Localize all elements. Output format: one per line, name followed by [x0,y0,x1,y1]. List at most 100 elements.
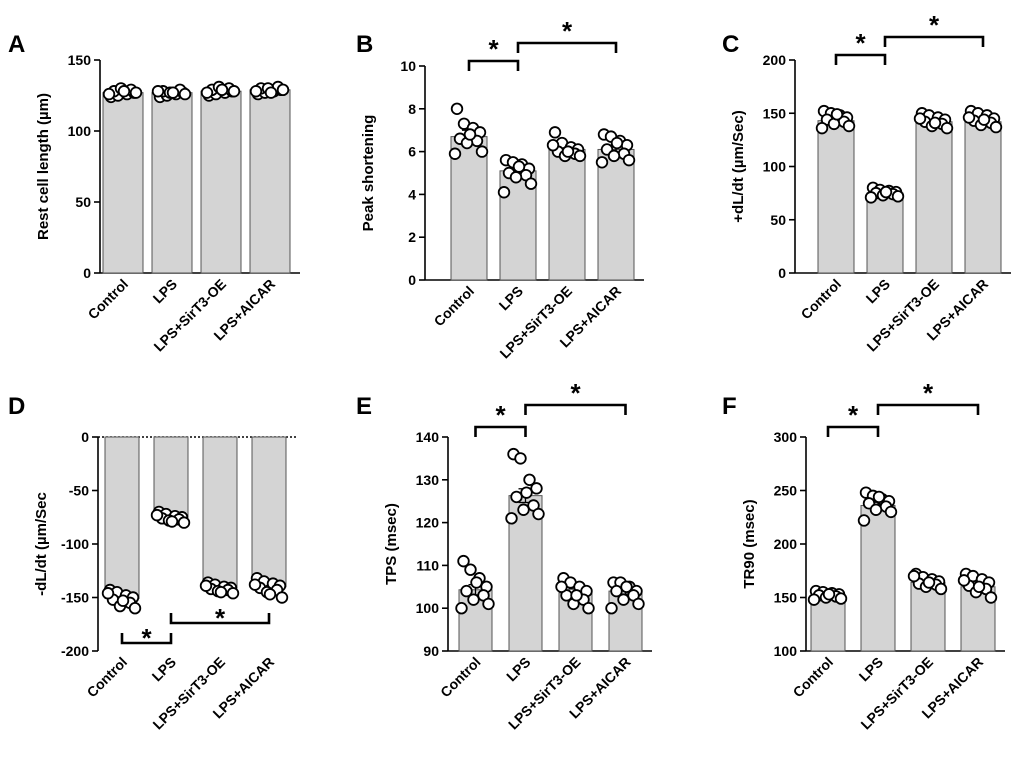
data-point-d-2 [214,585,228,599]
data-point-f-1 [872,490,886,504]
x-tick-label-e: LPS [503,654,534,685]
data-point-a-2 [227,85,241,98]
significance-star-f-0: * [848,400,859,430]
data-point-d-2 [199,579,213,592]
data-point-e-0 [455,602,468,615]
y-tick-label-a: 100 [68,123,92,139]
y-tick-label-e: 90 [423,643,439,659]
data-point-f-0 [822,588,836,601]
data-point-b-2 [561,145,575,158]
data-point-f-0 [807,593,821,606]
data-point-a-0 [117,85,131,98]
y-tick-label-a: 50 [75,194,91,210]
significance-bracket-b-1 [516,41,618,53]
significance-bracket-b-0 [467,59,520,71]
data-point-e-1 [520,486,533,499]
panel-label-c: C [722,31,739,58]
data-point-c-1 [879,185,893,199]
significance-star-d-0: * [141,623,152,653]
bar-c-0 [817,120,855,274]
data-point-b-1 [512,160,526,173]
significance-bracket-e-1 [524,403,627,415]
data-point-a-1 [166,86,180,99]
data-point-c-2 [913,112,927,125]
y-axis-title-a: Rest cell length (µm) [35,93,52,240]
data-point-c-2 [928,116,942,130]
data-point-e-2 [582,602,595,615]
y-tick-label-b: 4 [408,186,416,202]
y-axis-title-b: Peak shortening [360,115,377,232]
data-point-b-3 [610,136,624,150]
data-point-f-1 [884,505,898,519]
data-point-e-0 [464,563,477,576]
x-tick-label-b: LPS [496,283,527,314]
panel-label-a: A [8,31,25,58]
y-tick-label-b: 8 [408,101,416,117]
data-point-c-0 [842,119,856,133]
data-point-c-3 [962,111,976,124]
y-tick-label-f: 100 [774,643,798,659]
y-tick-label-b: 2 [408,229,416,245]
data-point-f-1 [857,514,871,527]
bar-a-1 [151,92,193,274]
data-point-b-2 [573,149,587,163]
y-tick-label-c: 200 [763,52,787,68]
significance-bracket-d-0 [120,633,173,645]
panel-label-e: E [356,393,372,420]
data-point-e-1 [517,503,530,516]
significance-star-e-1: * [570,378,581,408]
data-point-b-0 [463,128,477,141]
data-point-e-3 [610,584,623,598]
data-point-d-3 [275,591,289,604]
data-point-f-3 [984,591,998,604]
data-point-d-1 [165,515,179,528]
x-tick-label-a: LPS [150,276,181,307]
significance-bracket-c-0 [834,53,887,65]
data-point-b-2 [548,126,562,139]
y-tick-label-b: 0 [408,272,416,288]
bar-a-2 [200,90,242,274]
data-point-e-1 [514,452,527,465]
data-point-c-0 [830,108,844,121]
data-point-e-3 [620,580,633,594]
x-tick-label-c: Control [798,276,845,323]
x-tick-label-d: Control [84,654,131,701]
y-tick-label-d: 0 [81,429,89,445]
significance-star-b-0: * [488,34,499,64]
bar-f-1 [860,504,896,652]
significance-bracket-c-1 [883,35,985,47]
data-point-e-2 [570,589,583,602]
data-point-e-1 [510,490,523,504]
x-tick-label-c: LPS [863,276,894,307]
bar-b-3 [597,148,635,281]
x-tick-label-f: LPS [856,654,887,685]
data-point-c-0 [815,121,829,135]
panel-label-d: D [8,393,25,420]
x-tick-label-f: Control [790,654,837,701]
bar-a-3 [249,89,291,274]
x-tick-label-d: LPS [149,654,180,685]
bar-d-2 [202,436,238,589]
panel-label-b: B [356,31,373,58]
y-tick-label-c: 150 [763,105,787,121]
bar-b-0 [450,136,488,281]
data-point-e-3 [617,593,630,606]
data-point-d-3 [248,578,262,591]
data-point-a-2 [200,86,214,99]
data-point-e-1 [523,473,536,487]
data-point-e-0 [482,597,495,611]
y-tick-label-e: 120 [416,515,440,531]
y-tick-label-e: 110 [416,557,439,573]
data-point-b-0 [475,145,489,158]
y-tick-label-d: -150 [61,590,89,606]
data-point-d-0 [116,594,130,607]
data-point-f-0 [834,592,848,605]
y-tick-label-f: 250 [774,483,798,499]
y-tick-label-c: 0 [778,265,786,281]
bar-d-3 [251,436,287,588]
data-point-c-2 [940,121,954,135]
y-tick-label-b: 6 [408,144,416,160]
y-axis-title-f: TR90 (msec) [741,499,758,588]
bar-c-2 [915,121,953,274]
